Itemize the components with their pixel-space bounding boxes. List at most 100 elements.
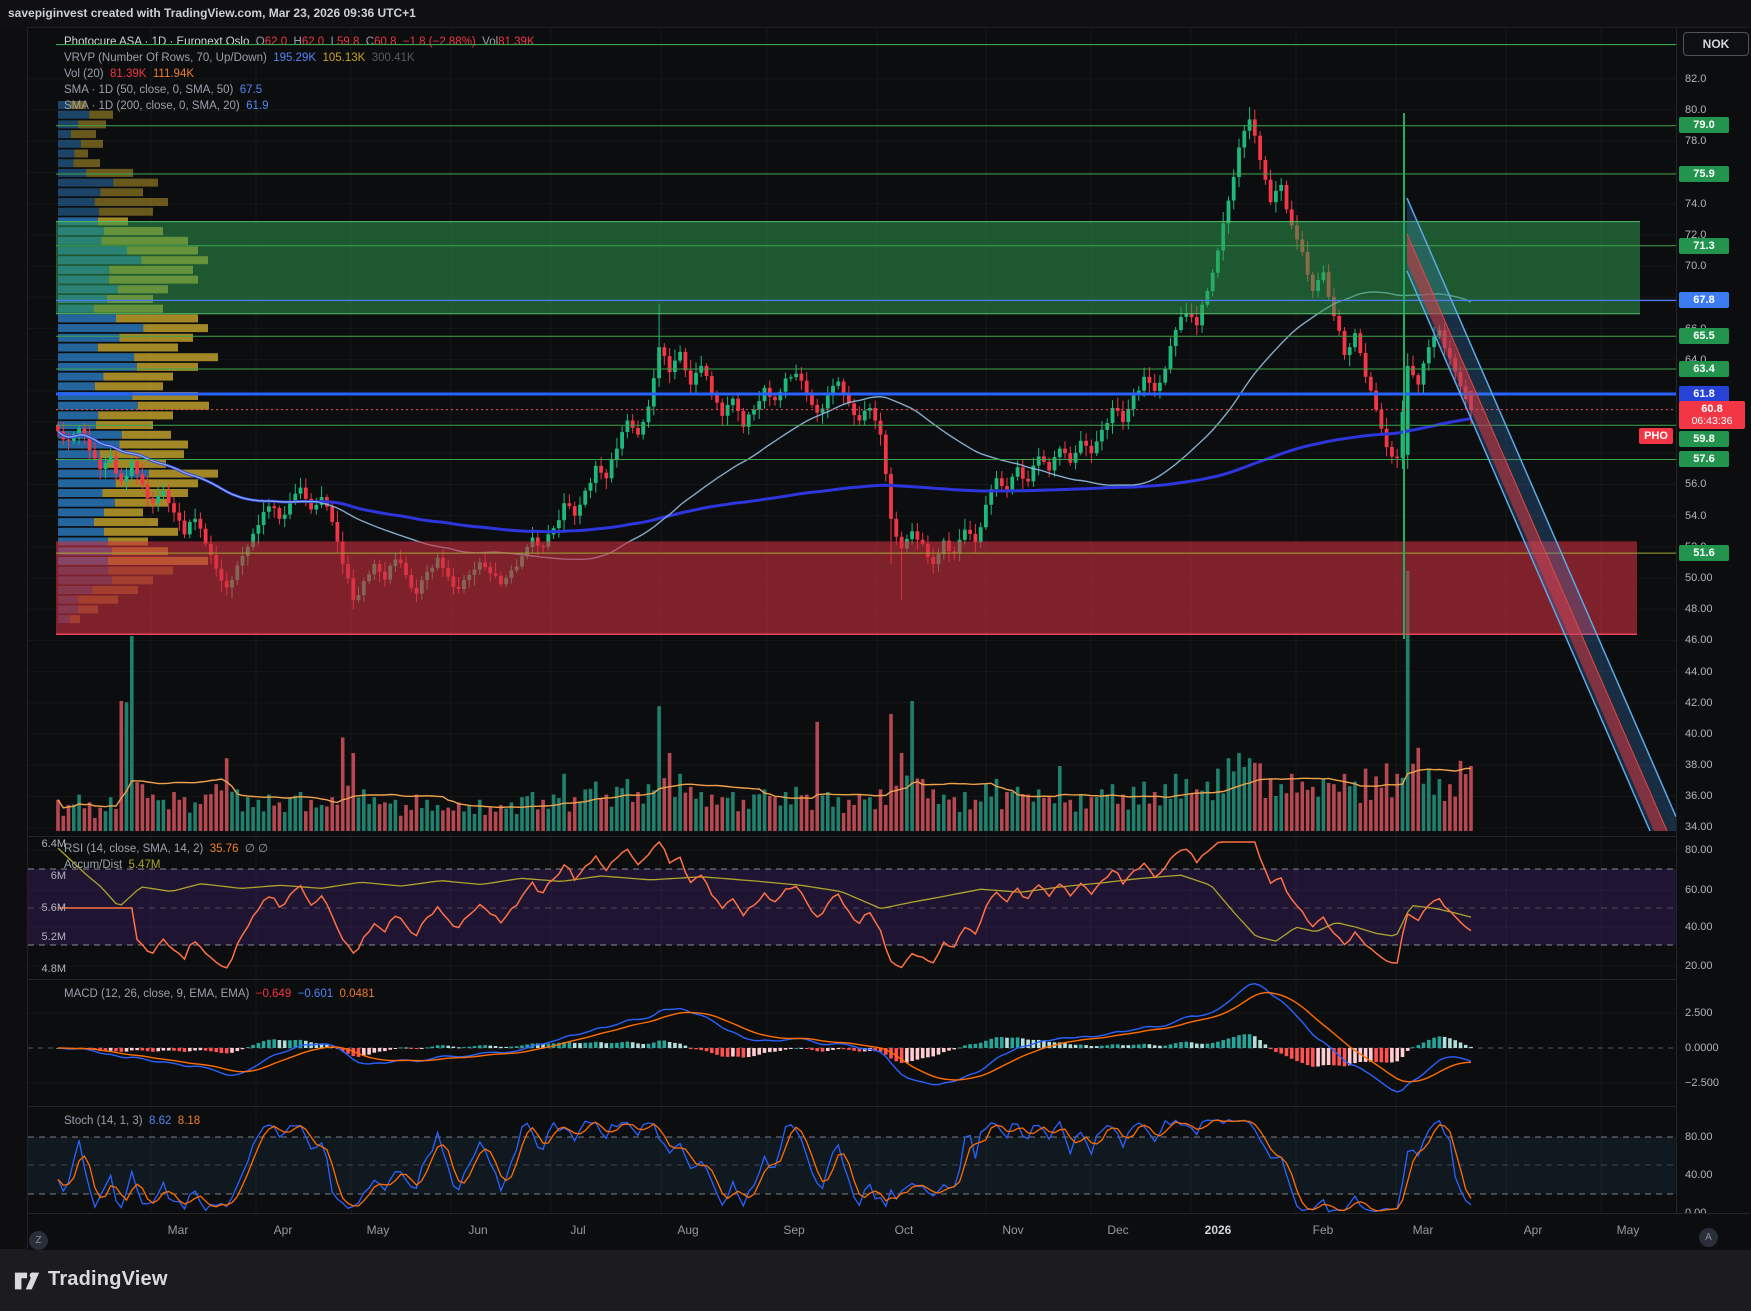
price-level-badge: 61.8 <box>1679 386 1729 402</box>
stoch-label[interactable]: Stoch (14, 1, 3) <box>64 1115 143 1127</box>
price-level-badge: 67.8 <box>1679 292 1729 308</box>
stoch-d-value: 8.18 <box>177 1115 201 1127</box>
vol20-label[interactable]: Vol (20) <box>64 68 104 80</box>
pane-divider-macd[interactable] <box>28 979 1750 980</box>
accum-left-tick: 5.2M <box>41 931 66 943</box>
price-tick: 46.00 <box>1685 634 1713 646</box>
main-legend[interactable]: Photocure ASA · 1D · Euronext Oslo O62.0… <box>64 34 535 114</box>
symbol-row[interactable]: Photocure ASA · 1D · Euronext Oslo O62.0… <box>64 34 535 50</box>
time-axis-label: Apr <box>273 1223 293 1237</box>
accum-left-tick: 6M <box>50 870 66 882</box>
time-axis-label: Apr <box>1523 1223 1543 1237</box>
price-level-badge: 75.9 <box>1679 166 1729 182</box>
vrvp-total: 300.41K <box>371 52 415 64</box>
tradingview-logo-icon[interactable] <box>14 1269 42 1293</box>
symbol-title[interactable]: Photocure ASA · 1D · Euronext Oslo <box>64 36 250 48</box>
indicator-tick: 60.00 <box>1685 884 1713 896</box>
price-level-badge: 63.4 <box>1679 361 1729 377</box>
macd-label[interactable]: MACD (12, 26, close, 9, EMA, EMA) <box>64 988 250 1000</box>
indicator-tick: 40.00 <box>1685 921 1713 933</box>
sma200-row[interactable]: SMA · 1D (200, close, 0, SMA, 20) 61.9 <box>64 98 535 114</box>
price-tick: 54.0 <box>1685 510 1707 522</box>
accum-label[interactable]: Accum/Dist <box>64 859 123 871</box>
macd-pane-canvas[interactable] <box>28 979 1676 1106</box>
ohlc-l-label: L <box>330 36 337 48</box>
rsi-legend[interactable]: RSI (14, close, SMA, 14, 2) 35.76 ∅ ∅ Ac… <box>64 841 268 873</box>
price-tick: 82.0 <box>1685 73 1707 85</box>
price-level-badge: 65.5 <box>1679 328 1729 344</box>
sma50-value: 67.5 <box>239 84 263 96</box>
sma50-row[interactable]: SMA · 1D (50, close, 0, SMA, 50) 67.5 <box>64 82 535 98</box>
ohlc-l: 59.8 <box>337 36 360 48</box>
time-axis-label: May <box>366 1223 390 1237</box>
time-axis-label: Aug <box>677 1223 699 1237</box>
accum-left-tick: 4.8M <box>41 963 66 975</box>
tradingview-brand[interactable]: TradingView <box>48 1268 168 1290</box>
pane-divider-stoch[interactable] <box>28 1106 1750 1107</box>
time-axis-label: Oct <box>894 1223 914 1237</box>
sma50-label[interactable]: SMA · 1D (50, close, 0, SMA, 50) <box>64 84 234 96</box>
upper-green-level-line <box>56 44 1676 45</box>
indicator-tick: 80.00 <box>1685 1131 1713 1143</box>
vol-value: 81.39K <box>498 36 535 48</box>
chart-container[interactable]: Photocure ASA · 1D · Euronext Oslo O62.0… <box>27 27 1751 1250</box>
volume-indicator-row[interactable]: Vol (20) 81.39K 111.94K <box>64 66 535 82</box>
time-axis-label: Feb <box>1312 1223 1334 1237</box>
vrvp-row[interactable]: VRVP (Number Of Rows, 70, Up/Down) 195.2… <box>64 50 535 66</box>
time-axis-label: Jul <box>570 1223 586 1237</box>
price-level-badge: 57.6 <box>1679 451 1729 467</box>
credit-bar: savepiginvest created with TradingView.c… <box>0 0 1751 27</box>
price-tick: 56.0 <box>1685 478 1707 490</box>
ohlc-c: 60.8 <box>374 36 397 48</box>
rsi-label[interactable]: RSI (14, close, SMA, 14, 2) <box>64 843 204 855</box>
pane-divider-rsi[interactable] <box>28 836 1750 837</box>
sma200-label[interactable]: SMA · 1D (200, close, 0, SMA, 20) <box>64 100 240 112</box>
indicator-tick: 20.00 <box>1685 960 1713 972</box>
price-tick: 36.00 <box>1685 790 1713 802</box>
indicator-tick: −2.500 <box>1685 1077 1719 1089</box>
ohlc-change: −1.8 (−2.88%) <box>402 36 476 48</box>
indicator-tick: 80.00 <box>1685 844 1713 856</box>
rsi-pane-canvas[interactable] <box>28 836 1676 979</box>
ohlc-h: 62.0 <box>301 36 325 48</box>
stoch-legend[interactable]: Stoch (14, 1, 3) 8.62 8.18 <box>64 1113 200 1129</box>
price-axis[interactable]: NOK 82.080.078.074.072.070.066.064.056.0… <box>1676 28 1751 1250</box>
price-level-badge: 59.8 <box>1679 431 1729 447</box>
price-pane-canvas[interactable] <box>28 28 1677 836</box>
vol-label: Vol <box>482 36 499 48</box>
vrvp-up: 195.29K <box>273 52 317 64</box>
accum-left-tick: 5.6M <box>41 902 66 914</box>
last-price: 60.8 <box>1701 403 1723 415</box>
footer: TradingView <box>0 1249 1751 1311</box>
price-tick: 38.00 <box>1685 759 1713 771</box>
stoch-pane-canvas[interactable] <box>28 1106 1676 1213</box>
macd-legend[interactable]: MACD (12, 26, close, 9, EMA, EMA) −0.649… <box>64 986 375 1002</box>
time-axis-label: Mar <box>167 1223 189 1237</box>
accum-left-tick: 6.4M <box>41 838 66 850</box>
price-tick: 40.00 <box>1685 728 1713 740</box>
ohlc-h-label: H <box>293 36 302 48</box>
price-level-badge: 79.0 <box>1679 117 1729 133</box>
time-axis-label: Dec <box>1107 1223 1129 1237</box>
autoscale-button[interactable]: A <box>1699 1228 1718 1247</box>
price-tick: 80.0 <box>1685 104 1707 116</box>
time-axis[interactable]: Mar Apr May Jun Jul Aug Sep Oct Nov Dec 2026 Feb Mar… <box>28 1213 1750 1250</box>
left-gutter <box>0 27 27 1249</box>
timezone-button[interactable]: Z <box>29 1231 48 1250</box>
sma200-value: 61.9 <box>246 100 269 112</box>
price-tick: 70.0 <box>1685 260 1707 272</box>
vol20-v1: 81.39K <box>110 68 147 80</box>
time-axis-label: Sep <box>783 1223 805 1237</box>
vol20-v2: 111.94K <box>152 68 195 80</box>
credit-text: savepiginvest created with TradingView.c… <box>8 6 416 20</box>
macd-hist-value: −0.649 <box>255 988 292 1000</box>
vrvp-label[interactable]: VRVP (Number Of Rows, 70, Up/Down) <box>64 52 267 64</box>
vrvp-down: 105.13K <box>322 52 366 64</box>
price-tick: 78.0 <box>1685 135 1707 147</box>
last-price-badge: 60.8 06:43:36 <box>1679 401 1745 429</box>
price-level-badge: 51.6 <box>1679 545 1729 561</box>
countdown: 06:43:36 <box>1691 415 1733 427</box>
indicator-tick: 2.500 <box>1685 1007 1713 1019</box>
time-axis-label: Mar <box>1412 1223 1434 1237</box>
currency-button[interactable]: NOK <box>1683 32 1749 56</box>
